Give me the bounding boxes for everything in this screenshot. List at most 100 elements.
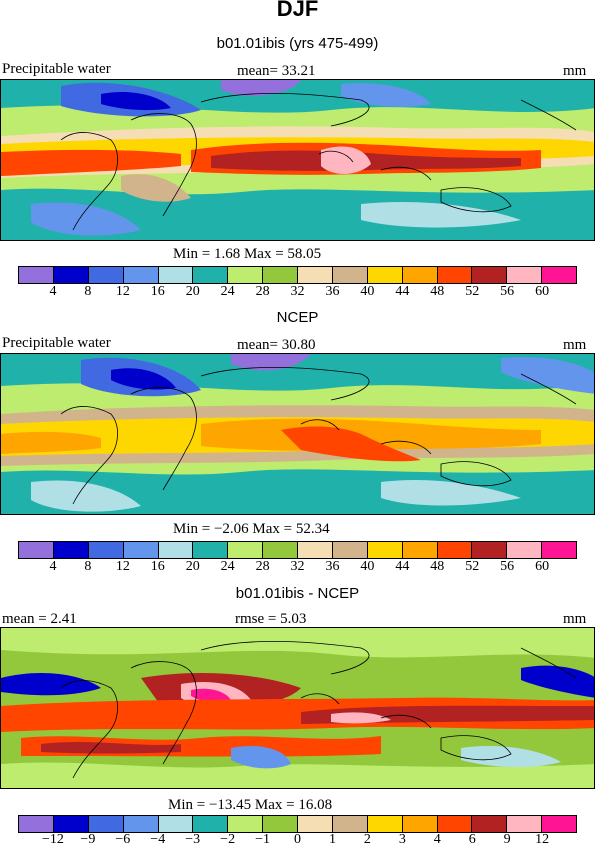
colorbar-tick-label: 48 bbox=[430, 284, 445, 299]
panel1-subtitle: b01.01ibis (yrs 475-499) bbox=[216, 35, 379, 52]
panel3-subtitle: b01.01ibis - NCEP bbox=[235, 585, 360, 602]
panel3-mean-label: mean = 2.41 bbox=[2, 611, 77, 627]
colorbar-tick-label: 28 bbox=[255, 559, 270, 574]
colorbar-swatch bbox=[19, 816, 54, 832]
colorbar-swatch bbox=[507, 267, 543, 283]
colorbar-swatch bbox=[123, 542, 159, 558]
colorbar-swatch bbox=[367, 542, 403, 558]
colorbar-swatch bbox=[53, 267, 89, 283]
colorbar-tick-label: 44 bbox=[395, 284, 410, 299]
colorbar-swatch bbox=[367, 816, 403, 832]
colorbar-swatch bbox=[542, 816, 576, 832]
panel3-stats: Min = −13.45 Max = 16.08 bbox=[168, 797, 333, 813]
colorbar-tick-label: 40 bbox=[360, 284, 375, 299]
colorbar-swatch bbox=[542, 267, 576, 283]
colorbar-tick-label: 4 bbox=[49, 559, 57, 574]
colorbar-swatch bbox=[88, 542, 124, 558]
colorbar-tick-label: 6 bbox=[468, 832, 476, 847]
panel1-colorbar bbox=[18, 266, 577, 284]
colorbar-tick-label: 1 bbox=[328, 832, 336, 847]
colorbar-swatch bbox=[19, 542, 54, 558]
colorbar-swatch bbox=[88, 816, 124, 832]
colorbar-swatch bbox=[228, 816, 264, 832]
colorbar-tick-label: 28 bbox=[255, 284, 270, 299]
colorbar-tick-label: 12 bbox=[535, 832, 550, 847]
colorbar-tick-label: 12 bbox=[115, 284, 130, 299]
colorbar-swatch bbox=[507, 542, 543, 558]
colorbar-swatch bbox=[507, 816, 543, 832]
panel3-units-label: mm bbox=[563, 611, 587, 627]
colorbar-swatch bbox=[472, 267, 508, 283]
colorbar-swatch bbox=[298, 267, 333, 283]
panel3-colorbar bbox=[18, 815, 577, 833]
colorbar-swatch bbox=[472, 816, 508, 832]
colorbar-swatch bbox=[437, 816, 473, 832]
panel2-variable-label: Precipitable water bbox=[2, 335, 111, 351]
colorbar-tick-label: −4 bbox=[150, 832, 166, 847]
colorbar-tick-label: 8 bbox=[84, 559, 92, 574]
colorbar-swatch bbox=[263, 542, 298, 558]
panel1-variable-label: Precipitable water bbox=[2, 61, 111, 77]
panel2-stats: Min = −2.06 Max = 52.34 bbox=[173, 521, 330, 537]
colorbar-tick-label: 12 bbox=[115, 559, 130, 574]
colorbar-tick-label: 16 bbox=[150, 559, 165, 574]
colorbar-tick-label: −2 bbox=[220, 832, 236, 847]
colorbar-swatch bbox=[542, 542, 576, 558]
colorbar-swatch bbox=[472, 542, 508, 558]
colorbar-swatch bbox=[193, 816, 229, 832]
colorbar-swatch bbox=[263, 267, 298, 283]
colorbar-swatch bbox=[123, 267, 159, 283]
colorbar-tick-label: −6 bbox=[115, 832, 131, 847]
colorbar-tick-label: 40 bbox=[360, 559, 375, 574]
colorbar-swatch bbox=[158, 267, 194, 283]
colorbar-swatch bbox=[263, 816, 298, 832]
colorbar-tick-label: 56 bbox=[500, 559, 515, 574]
colorbar-swatch bbox=[437, 542, 473, 558]
colorbar-tick-label: 60 bbox=[535, 559, 550, 574]
colorbar-swatch bbox=[402, 267, 438, 283]
colorbar-tick-label: 24 bbox=[220, 559, 235, 574]
panel2-colorbar-ticks: 4 8 12 16 20 24 28 32 36 40 44 48 52 56 60 bbox=[18, 559, 577, 577]
colorbar-tick-label: −1 bbox=[255, 832, 271, 847]
colorbar-tick-label: −12 bbox=[41, 832, 64, 847]
colorbar-swatch bbox=[332, 267, 368, 283]
colorbar-swatch bbox=[19, 267, 54, 283]
colorbar-tick-label: 8 bbox=[84, 284, 92, 299]
panel2-subtitle: NCEP bbox=[276, 309, 319, 326]
panel3-colorbar-ticks: −12 −9 −6 −4 −3 −2 −1 0 1 2 3 4 6 9 12 bbox=[18, 832, 577, 850]
colorbar-swatch bbox=[53, 542, 89, 558]
colorbar-tick-label: 4 bbox=[49, 284, 57, 299]
panel1-map bbox=[0, 79, 595, 241]
colorbar-swatch bbox=[193, 267, 229, 283]
colorbar-tick-label: 24 bbox=[220, 284, 235, 299]
colorbar-tick-label: 0 bbox=[294, 832, 301, 847]
colorbar-tick-label: 36 bbox=[325, 559, 340, 574]
panel2-mean-label: mean= 30.80 bbox=[237, 337, 316, 353]
panel1-mean-label: mean= 33.21 bbox=[237, 63, 316, 79]
colorbar-tick-label: −9 bbox=[80, 832, 96, 847]
colorbar-tick-label: 20 bbox=[185, 284, 200, 299]
colorbar-swatch bbox=[402, 816, 438, 832]
colorbar-tick-label: −3 bbox=[185, 832, 201, 847]
panel3-rmse-label: rmse = 5.03 bbox=[235, 611, 307, 627]
colorbar-swatch bbox=[332, 542, 368, 558]
panel2-units-label: mm bbox=[563, 337, 587, 353]
colorbar-tick-label: 32 bbox=[290, 284, 305, 299]
colorbar-swatch bbox=[158, 542, 194, 558]
panel1-contour-field bbox=[1, 80, 594, 240]
colorbar-tick-label: 52 bbox=[465, 559, 480, 574]
panel1-units-label: mm bbox=[563, 63, 587, 79]
colorbar-swatch bbox=[298, 816, 333, 832]
colorbar-swatch bbox=[332, 816, 368, 832]
colorbar-tick-label: 16 bbox=[150, 284, 165, 299]
colorbar-swatch bbox=[88, 267, 124, 283]
colorbar-swatch bbox=[228, 267, 264, 283]
colorbar-swatch bbox=[123, 816, 159, 832]
colorbar-swatch bbox=[402, 542, 438, 558]
colorbar-tick-label: 32 bbox=[290, 559, 305, 574]
panel3-map bbox=[0, 627, 595, 789]
colorbar-tick-label: 2 bbox=[363, 832, 371, 847]
colorbar-tick-label: 36 bbox=[325, 284, 340, 299]
colorbar-swatch bbox=[367, 267, 403, 283]
colorbar-tick-label: 48 bbox=[430, 559, 445, 574]
